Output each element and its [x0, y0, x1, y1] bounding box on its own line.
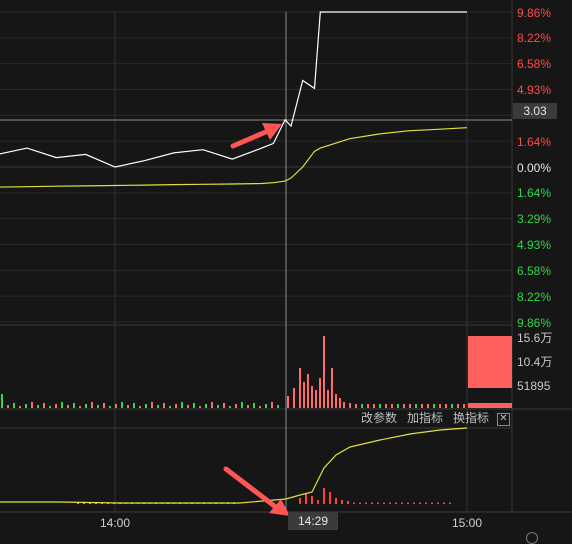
- price-line: [0, 11, 467, 168]
- price-axis-label: 4.93%: [517, 238, 552, 252]
- volume-axis-label: 15.6万: [517, 331, 553, 345]
- average-price-line: [0, 127, 468, 188]
- arrow-lower: [223, 466, 290, 516]
- price-axis-label: 1.64%: [517, 135, 552, 149]
- price-axis-label: 9.86%: [517, 316, 552, 330]
- price-axis-label: 4.93%: [517, 83, 552, 97]
- crosshair: [0, 12, 512, 512]
- crosshair-price-box: 3.03: [513, 103, 557, 119]
- time-axis-label: 15:00: [452, 516, 483, 530]
- switch-indicator-button[interactable]: 换指标: [453, 411, 490, 425]
- price-axis-zero-label: 0.00%: [517, 161, 552, 175]
- volume-highlight-block: [468, 336, 512, 388]
- grid-lines: [0, 11, 512, 512]
- price-axis-label: 1.64%: [517, 186, 552, 200]
- volume-small-block: [468, 403, 512, 408]
- price-axis-label: 9.86%: [517, 6, 552, 20]
- add-indicator-button[interactable]: 加指标: [407, 411, 444, 425]
- price-axis-label: 6.58%: [517, 264, 552, 278]
- close-icon[interactable]: ✕: [497, 413, 510, 426]
- time-axis-label: 14:00: [100, 516, 131, 530]
- volume-axis-label: 51895: [517, 379, 551, 393]
- change-params-button[interactable]: 改参数: [361, 411, 398, 425]
- settings-icon[interactable]: [526, 532, 538, 544]
- price-axis-label: 3.29%: [517, 212, 552, 226]
- volume-bars: [1, 336, 465, 408]
- indicator-line: [0, 427, 468, 504]
- volume-axis-label: 10.4万: [517, 355, 553, 369]
- arrow-upper: [230, 123, 282, 149]
- crosshair-time-box: 14:29: [288, 512, 338, 530]
- price-axis-label: 8.22%: [517, 31, 552, 45]
- price-axis-label: 6.58%: [517, 57, 552, 71]
- price-axis-label: 8.22%: [517, 290, 552, 304]
